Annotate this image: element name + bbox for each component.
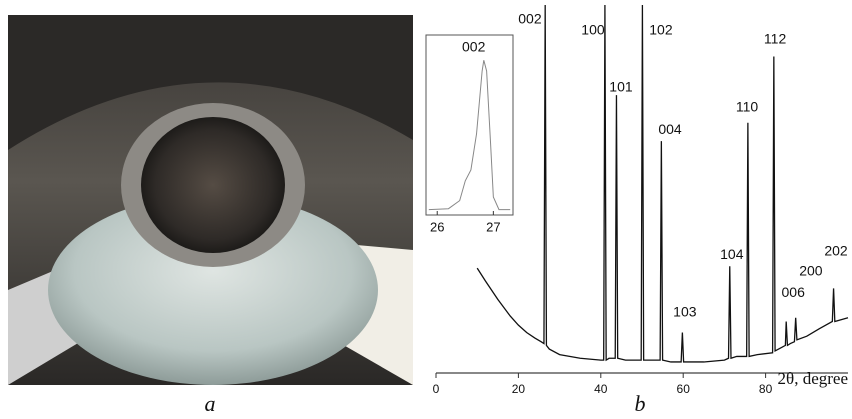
inset-frame (426, 35, 513, 215)
peak-label: 002 (518, 10, 542, 26)
photo (8, 15, 413, 385)
x-axis-label: 2θ, degree (778, 369, 848, 388)
peak-label: 104 (720, 246, 744, 262)
x-tick-label: 26 (430, 219, 444, 234)
panel-label: b (635, 391, 646, 416)
x-tick-label: 40 (594, 382, 608, 396)
x-tick-label: 27 (486, 219, 500, 234)
peak-label: 002 (462, 38, 486, 54)
x-tick-label: 0 (433, 382, 440, 396)
peak-label: 101 (609, 79, 633, 95)
peak-label: 100 (581, 21, 605, 37)
peak-label: 110 (736, 99, 759, 115)
x-tick-label: 20 (512, 382, 526, 396)
panel-label: a (205, 391, 216, 416)
peak-label: 006 (782, 284, 806, 300)
peak-label: 004 (658, 121, 682, 137)
x-tick-label: 60 (677, 382, 691, 396)
x-tick-label: 80 (759, 382, 773, 396)
peak-label: 112 (764, 31, 787, 47)
peak-label: 103 (673, 304, 697, 320)
figure: a b 2θ, degree 0 20 40 60 80 002 100 101 102 004 10… (0, 0, 852, 419)
peak-label: 202 (824, 242, 848, 258)
peak-label: 102 (649, 21, 673, 37)
peak-label: 200 (799, 263, 823, 279)
data-line (477, 5, 848, 362)
